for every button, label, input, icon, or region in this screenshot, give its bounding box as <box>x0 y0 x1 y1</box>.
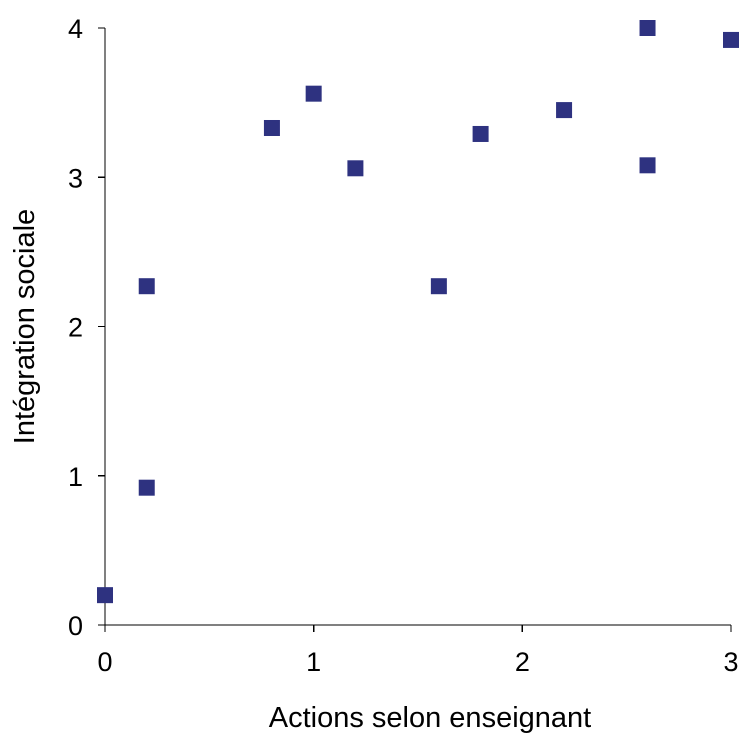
y-tick-label: 4 <box>68 14 83 44</box>
x-tick-label: 3 <box>723 647 738 677</box>
data-point <box>723 31 739 48</box>
x-tick-label: 0 <box>97 647 112 677</box>
data-point <box>472 125 489 142</box>
x-axis-title: Actions selon enseignant <box>269 702 591 734</box>
y-tick-label: 0 <box>68 611 83 641</box>
data-point <box>138 278 155 295</box>
x-axis-ticks: 0 1 2 3 <box>97 625 739 677</box>
data-point <box>556 102 573 119</box>
data-point <box>305 85 322 102</box>
y-axis-ticks: 0 1 2 3 4 <box>68 14 105 641</box>
data-point <box>97 587 113 604</box>
data-point <box>138 479 155 496</box>
data-point <box>639 20 656 36</box>
x-tick-label: 1 <box>306 647 321 677</box>
data-point <box>430 278 447 295</box>
data-points <box>97 20 739 604</box>
data-point <box>263 119 280 136</box>
y-tick-label: 3 <box>68 163 83 193</box>
data-point <box>639 157 656 174</box>
x-tick-label: 2 <box>515 647 530 677</box>
plot-area: 0 1 2 3 4 0 1 2 3 <box>68 14 739 677</box>
y-tick-label: 2 <box>68 313 83 343</box>
data-point <box>347 160 364 177</box>
y-tick-label: 1 <box>68 462 83 492</box>
y-axis-title: Intégration sociale <box>9 209 41 444</box>
